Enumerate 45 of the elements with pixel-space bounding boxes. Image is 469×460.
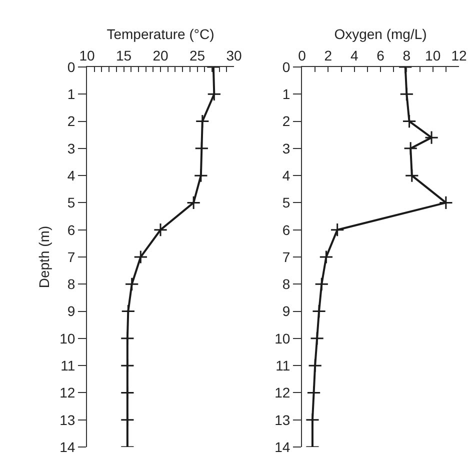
y-tick-label: 5: [282, 194, 290, 211]
y-tick-label: 12: [274, 384, 290, 401]
x-tick-label: 0: [298, 47, 306, 64]
y-tick-label: 2: [282, 113, 290, 130]
y-tick-label: 3: [67, 140, 76, 156]
y-tick-label: 2: [67, 113, 76, 130]
y-tick-label: 14: [274, 438, 290, 455]
y-tick-label: 9: [282, 303, 290, 320]
x-tick-label: 15: [116, 47, 132, 64]
y-tick-label: 10: [274, 330, 290, 346]
y-tick-label: 4: [282, 167, 290, 184]
x-tick-label: 6: [376, 47, 385, 64]
y-tick-label: 1: [282, 86, 290, 102]
x-axis-title: Oxygen (mg/L): [334, 26, 427, 42]
x-tick-label: 8: [402, 47, 411, 64]
y-tick-label: 7: [67, 248, 76, 265]
x-tick-label: 4: [350, 47, 358, 64]
y-tick-label: 5: [67, 194, 76, 211]
x-tick-label: 12: [451, 47, 467, 64]
y-tick-label: 0: [282, 58, 290, 75]
y-tick-label: 8: [282, 276, 290, 292]
x-tick-label: 25: [189, 47, 206, 64]
y-tick-label: 8: [67, 276, 76, 292]
y-tick-label: 12: [60, 384, 76, 401]
y-tick-label: 11: [276, 357, 290, 374]
y-tick-label: 7: [282, 248, 290, 265]
y-tick-label: 6: [282, 222, 290, 238]
x-tick-label: 2: [324, 47, 332, 64]
y-tick-label: 10: [60, 330, 76, 346]
x-axis-title: Temperature (°C): [106, 26, 214, 42]
x-tick-label: 10: [425, 47, 441, 64]
y-tick-label: 6: [67, 222, 76, 238]
y-tick-label: 9: [67, 303, 76, 320]
x-tick-label: 30: [226, 47, 242, 64]
y-tick-label: 14: [60, 438, 76, 455]
y-tick-label: 3: [282, 140, 290, 156]
y-tick-label: 0: [67, 58, 76, 75]
y-tick-label: 11: [60, 357, 76, 374]
x-tick-label: 20: [152, 47, 168, 64]
y-tick-label: 1: [67, 86, 76, 102]
x-tick-label: 10: [79, 47, 95, 64]
y-tick-label: 13: [60, 412, 76, 428]
y-tick-label: 4: [67, 167, 76, 184]
y-axis-title: Depth (m): [36, 226, 52, 288]
y-tick-label: 13: [274, 412, 290, 428]
